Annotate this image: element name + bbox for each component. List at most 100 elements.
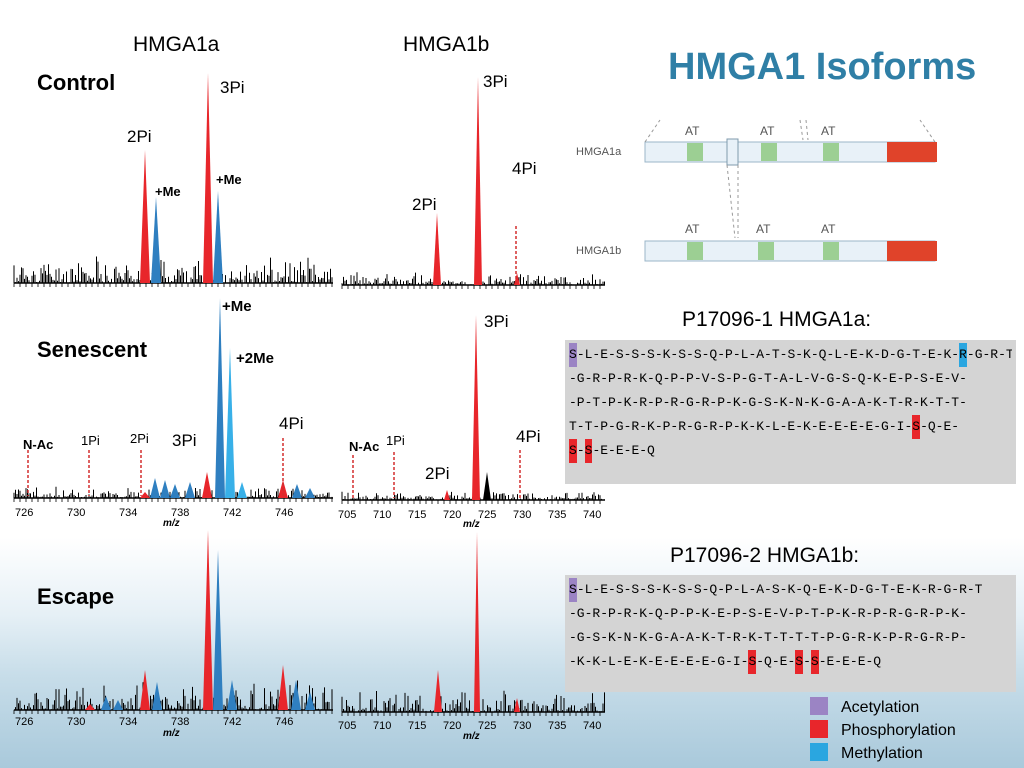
- peak-label: N-Ac: [349, 439, 380, 454]
- page-title: HMGA1 Isoforms: [668, 46, 977, 88]
- at-label: AT: [821, 124, 836, 138]
- ptm-ph-residue: S: [810, 650, 819, 674]
- sequence-segment: -G-S-K-N-K-G-A-A-K-T-R-K-T-T-T-T-P-G-R-K…: [569, 630, 967, 645]
- spliced-region-a: [726, 138, 739, 166]
- axis-unit: m/z: [163, 728, 180, 739]
- axis-b-ticks-senescent: 705 710 715 720 725 730 735 740: [338, 509, 602, 521]
- sequence-segment: -G-R-P-R-K-Q-P-P-K-E-P-S-E-V-P-T-P-K-R-P…: [569, 606, 967, 621]
- sequence-line: S-S-E-E-E-Q: [569, 439, 1012, 463]
- peak-label: 1Pi: [81, 433, 100, 448]
- at-label: AT: [760, 124, 775, 138]
- sequence-segment: T-T-P-G-R-K-P-R-G-R-P-K-K-L-E-K-E-E-E-E-…: [569, 419, 913, 434]
- ptm-ph-residue: S: [748, 650, 757, 674]
- peak-label: +Me: [216, 172, 242, 187]
- tick-label: 726: [15, 507, 34, 519]
- peak: [140, 670, 150, 710]
- peak: [215, 298, 225, 498]
- sequence-segment: -: [576, 443, 585, 458]
- sequence-line: -G-R-P-R-K-Q-P-P-V-S-P-G-T-A-L-V-G-S-Q-K…: [569, 367, 1012, 391]
- peak: [203, 530, 213, 710]
- legend-label: Phosphorylation: [841, 722, 956, 739]
- row-label-escape: Escape: [37, 584, 115, 609]
- sequence-b-box: S-L-E-S-S-S-K-S-S-Q-P-L-A-S-K-Q-E-K-D-G-…: [565, 575, 1016, 692]
- acidic-tail-a: [887, 142, 937, 162]
- at-label: AT: [756, 222, 771, 236]
- sequence-line: -P-T-P-K-R-P-R-G-R-P-K-G-S-K-N-K-G-A-A-K…: [569, 391, 1012, 415]
- peak: [433, 213, 441, 285]
- tick-label: 742: [223, 507, 242, 519]
- peak: [202, 472, 212, 498]
- acidic-tail-b: [887, 241, 937, 261]
- ptm-ph-residue: S: [569, 439, 577, 463]
- peak-label: +2Me: [236, 350, 274, 367]
- peak: [113, 700, 123, 710]
- at-label: AT: [685, 222, 700, 236]
- at-label: AT: [821, 222, 836, 236]
- peak: [305, 488, 315, 498]
- peak-label: +Me: [155, 184, 181, 199]
- domain-diagram: HMGA1a HMGA1b AT AT AT AT AT AT: [570, 118, 944, 270]
- sequence-b-header: P17096-2 HMGA1b:: [670, 544, 860, 567]
- peak-label: 1Pi: [386, 433, 405, 448]
- peak-label: 2Pi: [425, 464, 450, 483]
- peak-label: 3Pi: [483, 72, 508, 91]
- peak: [185, 482, 195, 498]
- ptm-ph-residue: S: [584, 439, 593, 463]
- peak: [292, 484, 302, 498]
- peak-label: 3Pi: [172, 431, 197, 450]
- ptm-ac-residue: S: [569, 578, 577, 602]
- tick-label: 734: [119, 507, 138, 519]
- peak: [483, 472, 491, 500]
- diagram-label-a: HMGA1a: [576, 146, 622, 158]
- legend-swatch-acetylation: [810, 697, 828, 715]
- peak: [170, 484, 180, 498]
- noise: [341, 690, 605, 712]
- peak-label: 2Pi: [412, 195, 437, 214]
- peak: [203, 73, 213, 283]
- diagram-label-b: HMGA1b: [576, 245, 622, 257]
- axis-a-ticks-senescent: 726 730 734 738 742 746: [15, 507, 325, 521]
- noise: [341, 272, 605, 285]
- sequence-segment: -K-K-L-E-K-E-E-E-E-G-I-: [569, 654, 749, 669]
- ptm-ph-residue: S: [795, 650, 804, 674]
- peak: [434, 670, 442, 712]
- peak: [152, 682, 162, 710]
- sequence-segment: -L-E-S-S-S-K-S-S-Q-P-L-A-T-S-K-Q-L-E-K-D…: [576, 347, 960, 362]
- peak: [160, 480, 170, 498]
- peak: [474, 77, 482, 285]
- peak: [444, 490, 450, 500]
- peak-label: 4Pi: [279, 414, 304, 433]
- sequence-segment: -P-T-P-K-R-P-R-G-R-P-K-G-S-K-N-K-G-A-A-K…: [569, 395, 967, 410]
- peak-label: 2Pi: [130, 431, 149, 446]
- sequence-segment: -Q-E-: [920, 419, 960, 434]
- ptm-ph-residue: S: [912, 415, 921, 439]
- peak: [291, 680, 301, 710]
- peak-label: +Me: [222, 298, 252, 315]
- axis-a-ticks-escape: 726 730 734 738 742 746: [15, 716, 294, 728]
- peak-label: 4Pi: [516, 427, 541, 446]
- peak: [213, 191, 223, 283]
- row-label-senescent: Senescent: [37, 337, 148, 362]
- peak: [305, 692, 315, 710]
- peak: [237, 482, 247, 498]
- tick-label: 730: [67, 507, 86, 519]
- peak: [150, 478, 160, 498]
- noise: [13, 254, 333, 283]
- domain-diagram-svg: [644, 119, 937, 262]
- at-hook-2-b: [758, 242, 774, 260]
- sequence-segment: -E-E-E-Q: [592, 443, 655, 458]
- axis-unit: m/z: [163, 518, 180, 529]
- peak: [225, 348, 235, 498]
- legend-label: Acetylation: [841, 699, 920, 716]
- peak: [514, 698, 520, 712]
- sequence-segment: -: [803, 654, 811, 669]
- ptm-me-residue: R: [959, 343, 967, 367]
- sequence-segment: -Q-E-: [756, 654, 796, 669]
- sequence-a-header: P17096-1 HMGA1a:: [682, 308, 872, 331]
- peak-label: 2Pi: [127, 127, 152, 146]
- at-hook-3-b: [823, 242, 839, 260]
- legend-label: Methylation: [841, 745, 923, 762]
- at-hook-1-b: [687, 242, 703, 260]
- sequence-line: -G-R-P-R-K-Q-P-P-K-E-P-S-E-V-P-T-P-K-R-P…: [569, 602, 1012, 626]
- peak-label: 4Pi: [512, 159, 537, 178]
